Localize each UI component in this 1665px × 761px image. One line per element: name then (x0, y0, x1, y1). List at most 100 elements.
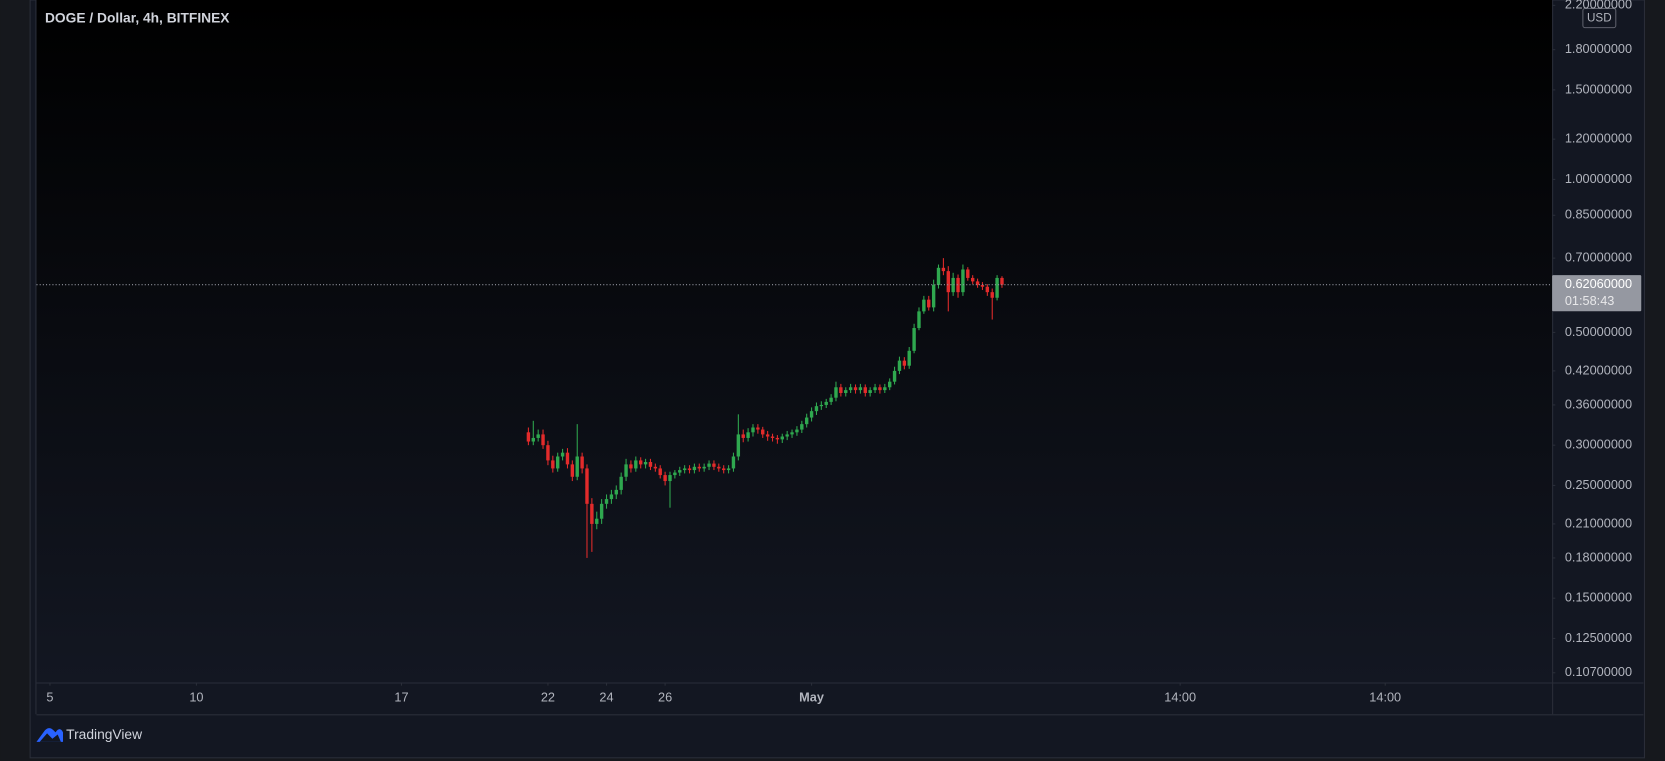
candle-body (531, 437, 535, 442)
candle-body (931, 284, 936, 308)
candle-body (546, 445, 550, 461)
candle-body (604, 499, 609, 504)
candle-body (590, 503, 594, 524)
brand-logo (36, 728, 64, 742)
y-tick-label: 0.70000000 (1565, 249, 1632, 264)
candle-body (712, 463, 716, 467)
candle-body (790, 432, 794, 435)
candle-body (629, 464, 633, 469)
countdown-label: 01:58:43 (1565, 293, 1615, 308)
x-tick-label: May (799, 690, 824, 705)
candle-body (863, 387, 867, 393)
candle-body (707, 463, 711, 467)
currency-label: USD (1587, 12, 1612, 25)
y-tick-label: 0.50000000 (1565, 324, 1632, 339)
candle-body (995, 277, 999, 298)
x-tick-label: 14:00 (1164, 690, 1196, 705)
candle-body (809, 411, 814, 418)
candle-body (834, 387, 838, 398)
candle-body (824, 401, 828, 405)
candle-body (687, 468, 692, 471)
candle-body (941, 267, 946, 272)
candle-body (917, 311, 921, 329)
candle-body (985, 286, 990, 293)
candle-body (765, 434, 770, 437)
candle-body (648, 461, 653, 467)
y-tick-label: 0.36000000 (1565, 396, 1632, 411)
candle-body (619, 476, 623, 490)
candle-body (697, 466, 701, 469)
candle-body (643, 461, 648, 465)
candle-body (956, 277, 960, 293)
candle-body (980, 284, 985, 287)
candle-body (829, 397, 833, 402)
candle-body (668, 475, 672, 482)
candle-body (848, 387, 853, 391)
candle-body (922, 299, 926, 312)
candle-body (624, 464, 628, 477)
candle-body (609, 494, 614, 500)
candle-body (970, 277, 975, 282)
y-tick-label: 0.10700000 (1565, 664, 1632, 679)
candle-body (595, 518, 599, 524)
candle-body (653, 466, 658, 469)
candle-body (565, 452, 570, 465)
y-tick-label: 0.25000000 (1565, 477, 1632, 492)
candle-body (785, 434, 789, 437)
x-tick-label: 10 (189, 690, 203, 705)
candle-body (731, 456, 736, 469)
price-pane (36, 0, 1553, 683)
candle-body (702, 466, 706, 469)
chart-title: DOGE / Dollar, 4h, BITFINEX (45, 11, 230, 26)
candle-body (814, 406, 819, 412)
y-tick-label: 1.80000000 (1565, 41, 1632, 56)
candle-body (892, 370, 897, 382)
candle-body (780, 436, 784, 440)
candle-body (990, 292, 994, 298)
candle-body (599, 503, 604, 519)
x-tick-label: 22 (541, 690, 555, 705)
x-tick-label: 5 (46, 690, 53, 705)
brand-name[interactable]: TradingView (66, 727, 142, 742)
candle-body (795, 429, 799, 433)
candle-body (888, 381, 892, 388)
candle-body (951, 277, 955, 293)
candle-body (883, 387, 887, 391)
candle-body (526, 432, 531, 442)
candle-body (927, 299, 931, 308)
candle-body (897, 360, 902, 371)
y-tick-label: 0.85000000 (1565, 207, 1632, 222)
x-tick-label: 24 (599, 690, 613, 705)
candle-body (819, 404, 824, 407)
y-tick-label: 0.21000000 (1565, 515, 1632, 530)
candle-body (682, 468, 687, 471)
candle-body (902, 360, 907, 366)
candle-body (770, 436, 775, 438)
candle-body (751, 427, 755, 433)
candle-body (844, 390, 848, 393)
candle-body (839, 387, 843, 393)
last-price-label: 0.62060000 (1565, 276, 1632, 291)
candle-body (721, 468, 726, 471)
candle-body (756, 427, 760, 430)
y-tick-label: 0.30000000 (1565, 437, 1632, 452)
y-tick-label: 1.20000000 (1565, 131, 1632, 146)
candle-body (1000, 277, 1004, 285)
candle-body (746, 432, 750, 438)
candle-body (975, 281, 980, 285)
candle-body (804, 417, 809, 425)
candle-body (575, 456, 579, 477)
x-tick-label: 17 (394, 690, 408, 705)
candle-body (585, 468, 589, 504)
candle-body (717, 466, 721, 469)
candle-body (800, 424, 804, 430)
candle-body (961, 269, 965, 293)
candle-body (936, 267, 941, 285)
candle-body (663, 475, 667, 482)
candle-body (634, 460, 638, 469)
y-tick-label: 0.15000000 (1565, 590, 1632, 605)
y-tick-label: 0.42000000 (1565, 362, 1632, 377)
candle-body (570, 464, 575, 477)
